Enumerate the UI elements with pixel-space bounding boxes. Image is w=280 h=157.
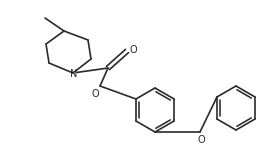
Text: O: O bbox=[130, 45, 138, 55]
Text: O: O bbox=[91, 89, 99, 99]
Text: O: O bbox=[197, 135, 205, 145]
Text: N: N bbox=[70, 69, 78, 79]
